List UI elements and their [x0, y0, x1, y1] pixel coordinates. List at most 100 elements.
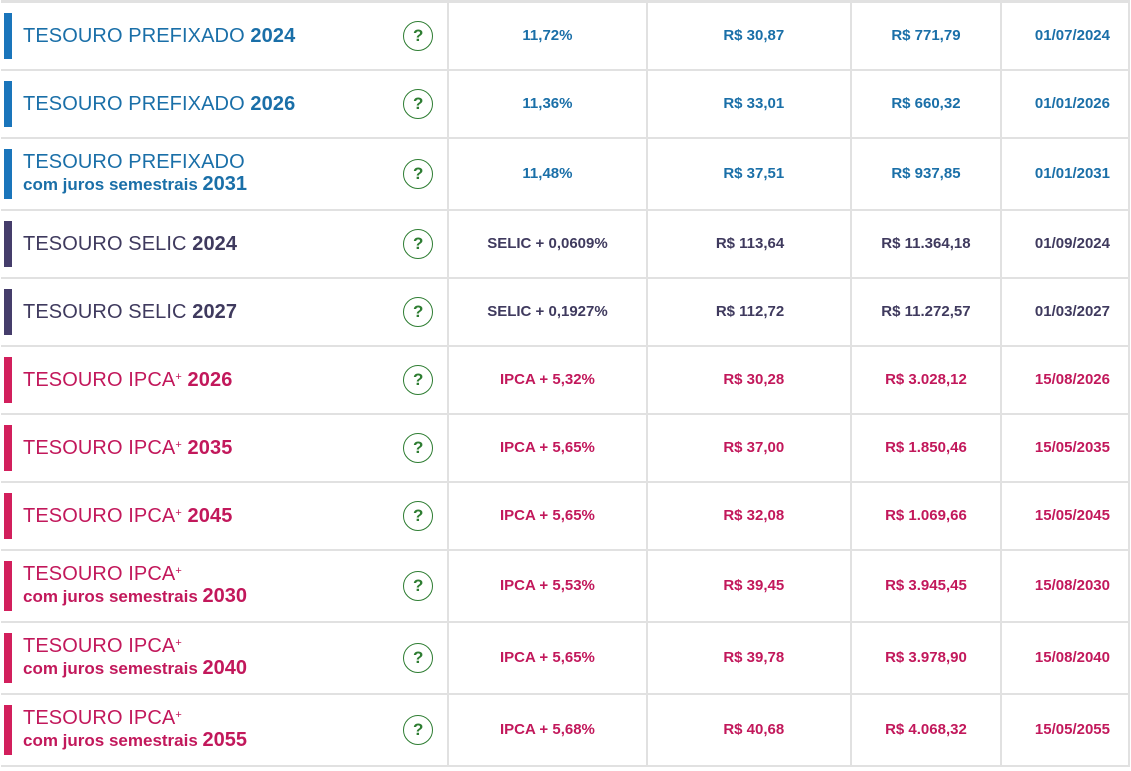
help-question-icon[interactable]: ?: [403, 88, 434, 119]
maturity-date: 01/07/2024: [999, 0, 1131, 71]
bond-title[interactable]: TESOURO IPCA+ 2026: [23, 369, 232, 391]
plus-superscript: +: [175, 438, 182, 451]
bond-year: 2024: [192, 232, 238, 255]
unit-price: R$ 937,85: [850, 136, 1002, 211]
maturity-date: 15/05/2045: [999, 480, 1131, 551]
bond-name: TESOURO IPCA: [23, 563, 176, 585]
minimum-investment: R$ 30,28: [645, 344, 853, 415]
help-question-icon[interactable]: ?: [403, 570, 434, 601]
bond-title[interactable]: TESOURO PREFIXADO 2024: [23, 25, 295, 47]
annual-rate: IPCA + 5,32%: [447, 344, 648, 415]
bond-year: 2055: [202, 729, 248, 751]
minimum-investment: R$ 39,45: [645, 548, 853, 623]
bond-name: TESOURO PREFIXADO: [23, 151, 245, 173]
annual-rate: SELIC + 0,1927%: [447, 276, 648, 347]
help-question-icon[interactable]: ?: [403, 296, 434, 327]
plus-superscript: +: [175, 637, 182, 649]
bond-name-cell: TESOURO PREFIXADO 2024?: [1, 0, 450, 71]
category-color-bar: [4, 492, 12, 539]
bond-year: 2027: [192, 300, 238, 323]
bond-name: TESOURO SELIC: [23, 232, 187, 255]
bond-year: 2040: [202, 657, 248, 679]
minimum-investment: R$ 37,51: [645, 136, 853, 211]
table-row: TESOURO IPCA+ 2045? IPCA + 5,65% R$ 32,08 R…: [1, 480, 1131, 551]
category-color-bar: [4, 356, 12, 403]
bond-name-cell: TESOURO IPCA+ com juros semestrais 2030?: [1, 548, 450, 623]
bond-subtitle: com juros semestrais: [23, 659, 198, 678]
bond-name: TESOURO PREFIXADO: [23, 92, 245, 115]
minimum-investment: R$ 37,00: [645, 412, 853, 483]
bond-subtitle: com juros semestrais: [23, 587, 198, 606]
maturity-date: 01/01/2031: [999, 136, 1131, 211]
help-question-icon[interactable]: ?: [403, 714, 434, 745]
table-row: TESOURO IPCA+ com juros semestrais 2030? I…: [1, 548, 1131, 623]
bond-name: TESOURO IPCA: [23, 436, 176, 459]
bond-title[interactable]: TESOURO PREFIXADO com juros semestrais 20…: [23, 151, 247, 196]
plus-superscript: +: [175, 370, 182, 383]
bond-name-cell: TESOURO PREFIXADO com juros semestrais 20…: [1, 136, 450, 211]
table-row: TESOURO IPCA+ 2035? IPCA + 5,65% R$ 37,00 R…: [1, 412, 1131, 483]
bond-name-cell: TESOURO IPCA+ com juros semestrais 2040?: [1, 620, 450, 695]
maturity-date: 15/08/2040: [999, 620, 1131, 695]
maturity-date: 15/08/2026: [999, 344, 1131, 415]
plus-superscript: +: [175, 506, 182, 519]
unit-price: R$ 4.068,32: [850, 692, 1002, 767]
category-color-bar: [4, 424, 12, 471]
bond-title[interactable]: TESOURO SELIC 2024: [23, 233, 237, 255]
category-color-bar: [4, 220, 12, 267]
minimum-investment: R$ 113,64: [645, 208, 853, 279]
table-row: TESOURO IPCA+ com juros semestrais 2055? I…: [1, 692, 1131, 767]
help-question-icon[interactable]: ?: [403, 432, 434, 463]
minimum-investment: R$ 33,01: [645, 68, 853, 139]
unit-price: R$ 3.028,12: [850, 344, 1002, 415]
bond-name: TESOURO IPCA: [23, 504, 176, 527]
unit-price: R$ 11.364,18: [850, 208, 1002, 279]
bond-title[interactable]: TESOURO IPCA+ 2045: [23, 505, 232, 527]
bond-title[interactable]: TESOURO IPCA+ 2035: [23, 437, 232, 459]
bond-year: 2026: [187, 368, 233, 391]
annual-rate: IPCA + 5,65%: [447, 620, 648, 695]
bond-year: 2026: [250, 92, 296, 115]
bond-name-cell: TESOURO IPCA+ 2026?: [1, 344, 450, 415]
help-question-icon[interactable]: ?: [403, 158, 434, 189]
help-question-icon[interactable]: ?: [403, 20, 434, 51]
bond-name-cell: TESOURO IPCA+ 2045?: [1, 480, 450, 551]
bond-name-cell: TESOURO IPCA+ 2035?: [1, 412, 450, 483]
help-question-icon[interactable]: ?: [403, 228, 434, 259]
help-question-icon[interactable]: ?: [403, 642, 434, 673]
bond-year: 2031: [202, 173, 248, 195]
table-row: TESOURO PREFIXADO com juros semestrais 20…: [1, 136, 1131, 211]
bond-title[interactable]: TESOURO SELIC 2027: [23, 301, 237, 323]
annual-rate: SELIC + 0,0609%: [447, 208, 648, 279]
bond-name-cell: TESOURO PREFIXADO 2026?: [1, 68, 450, 139]
minimum-investment: R$ 112,72: [645, 276, 853, 347]
help-question-icon[interactable]: ?: [403, 500, 434, 531]
bond-title[interactable]: TESOURO IPCA+ com juros semestrais 2030: [23, 563, 247, 608]
annual-rate: 11,48%: [447, 136, 648, 211]
annual-rate: IPCA + 5,68%: [447, 692, 648, 767]
unit-price: R$ 660,32: [850, 68, 1002, 139]
bond-title[interactable]: TESOURO IPCA+ com juros semestrais 2040: [23, 635, 247, 680]
bond-year: 2024: [250, 24, 296, 47]
minimum-investment: R$ 39,78: [645, 620, 853, 695]
bond-name: TESOURO IPCA: [23, 635, 176, 657]
bond-subtitle: com juros semestrais: [23, 175, 198, 194]
unit-price: R$ 3.978,90: [850, 620, 1002, 695]
annual-rate: IPCA + 5,65%: [447, 412, 648, 483]
category-color-bar: [4, 704, 12, 755]
minimum-investment: R$ 30,87: [645, 0, 853, 71]
bond-title[interactable]: TESOURO PREFIXADO 2026: [23, 93, 295, 115]
maturity-date: 15/08/2030: [999, 548, 1131, 623]
annual-rate: 11,36%: [447, 68, 648, 139]
help-question-icon[interactable]: ?: [403, 364, 434, 395]
category-color-bar: [4, 80, 12, 127]
bond-title[interactable]: TESOURO IPCA+ com juros semestrais 2055: [23, 707, 247, 752]
annual-rate: 11,72%: [447, 0, 648, 71]
maturity-date: 01/01/2026: [999, 68, 1131, 139]
table-row: TESOURO PREFIXADO 2026? 11,36% R$ 33,01 R$ …: [1, 68, 1131, 139]
minimum-investment: R$ 32,08: [645, 480, 853, 551]
bond-name-cell: TESOURO SELIC 2027?: [1, 276, 450, 347]
unit-price: R$ 1.850,46: [850, 412, 1002, 483]
bond-name: TESOURO SELIC: [23, 300, 187, 323]
